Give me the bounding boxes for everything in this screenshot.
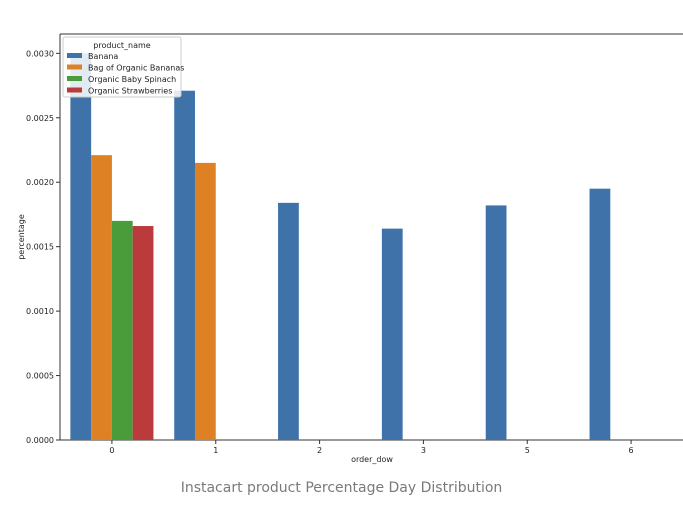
y-tick-label: 0.0015: [26, 243, 54, 252]
y-tick-label: 0.0020: [26, 178, 54, 187]
bar-organic-strawberries-dow-0: [132, 226, 154, 440]
x-tick-label: 5: [525, 446, 530, 455]
x-tick-label: 1: [213, 446, 218, 455]
y-tick-label: 0.0000: [26, 436, 54, 445]
bar-banana-dow-1: [174, 90, 195, 441]
y-tick-label: 0.0030: [26, 49, 54, 58]
bar-bag-of-organic-bananas-dow-0: [91, 155, 112, 440]
x-tick-label: 0: [109, 446, 114, 455]
legend-swatch: [67, 76, 82, 81]
bar-chart: 0.0000 0.0005 0.0010 0.0015 0.0020 0.0025 0.00…: [17, 33, 683, 464]
x-axis-label: order_dow: [351, 455, 393, 464]
legend-swatch: [67, 87, 82, 93]
legend-swatch: [67, 64, 82, 70]
legend-label: Banana: [88, 52, 118, 61]
legend-swatch: [67, 53, 82, 58]
legend-title: product_name: [93, 41, 151, 50]
y-axis-label: percentage: [17, 214, 26, 260]
plot-area: 0.0000 0.0005 0.0010 0.0015 0.0020 0.0025 0.00…: [26, 33, 683, 455]
bar-banana-dow-2: [278, 202, 299, 440]
y-ticks: 0.0000 0.0005 0.0010 0.0015 0.0020 0.0025 0.00…: [26, 49, 60, 445]
x-tick-label: 6: [629, 446, 634, 455]
legend-label: Bag of Organic Bananas: [88, 64, 184, 73]
legend-label: Organic Strawberries: [88, 87, 172, 96]
x-tick-label: 3: [421, 446, 426, 455]
bar-banana-dow-5: [485, 205, 507, 440]
bar-banana-dow-3: [381, 228, 403, 440]
legend-box: [62, 36, 182, 98]
y-tick-label: 0.0005: [26, 372, 54, 381]
figure-caption: Instacart product Percentage Day Distrib…: [180, 480, 503, 496]
bar-banana-dow-6: [589, 188, 611, 440]
y-tick-label: 0.0025: [26, 114, 54, 123]
bar-banana-dow-0: [70, 53, 92, 440]
legend-label: Organic Baby Spinach: [88, 75, 176, 84]
x-ticks: 0 1 2 3 5 6: [109, 440, 634, 455]
bars-layer: [70, 53, 611, 441]
x-tick-label: 2: [317, 446, 322, 455]
legend-items: Banana Bag of Organic Bananas Organic Baby…: [67, 52, 184, 96]
y-tick-label: 0.0010: [26, 307, 54, 316]
bar-organic-baby-spinach-dow-0: [111, 220, 133, 440]
legend: product_name Banana Bag of Organic Banana…: [62, 36, 184, 98]
bar-bag-of-organic-bananas-dow-1: [194, 162, 216, 440]
